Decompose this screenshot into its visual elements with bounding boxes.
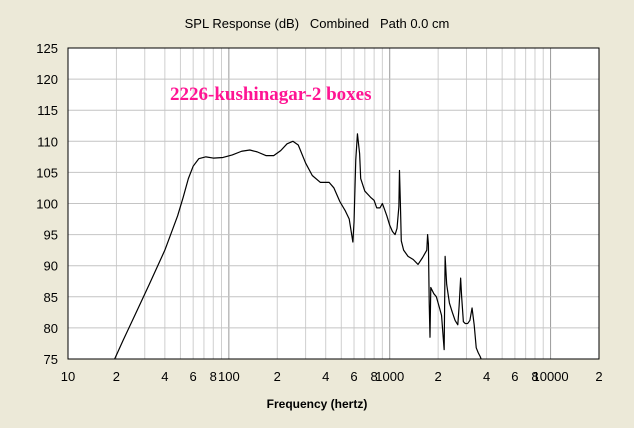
x-tick-label: 1000 <box>375 369 404 384</box>
x-tick-label: 6 <box>350 369 357 384</box>
series-layer <box>114 133 482 360</box>
x-tick-label: 8 <box>371 369 378 384</box>
y-tick-label: 110 <box>37 134 58 149</box>
y-tick-label: 100 <box>36 197 58 212</box>
series-line-1 <box>114 133 482 360</box>
x-tick-label: 8 <box>531 369 538 384</box>
x-tick-label: 2 <box>113 369 120 384</box>
y-tick-label: 125 <box>36 41 58 56</box>
chart-title: SPL Response (dB) Combined Path 0.0 cm <box>184 16 450 31</box>
x-tick-label: 8 <box>210 369 217 384</box>
x-tick-label: 10000 <box>532 369 568 384</box>
y-tick-label: 85 <box>44 290 58 305</box>
x-tick-label: 4 <box>322 369 329 384</box>
x-tick-label: 100 <box>218 369 240 384</box>
x-tick-label: 4 <box>483 369 490 384</box>
grid <box>68 48 599 359</box>
y-tick-label: 95 <box>44 228 58 243</box>
chart-annotation: 2226-kushinagar-2 boxes <box>170 84 372 105</box>
y-tick-label: 80 <box>44 321 58 336</box>
y-axis-ticks: 75 80 85 90 95 100 105 110 115 120 125 <box>36 41 58 367</box>
x-tick-label: 6 <box>190 369 197 384</box>
y-tick-label: 120 <box>36 72 58 87</box>
x-tick-label: 2 <box>274 369 281 384</box>
x-tick-label: 2 <box>435 369 442 384</box>
y-tick-label: 75 <box>44 352 58 367</box>
x-axis-label: Frequency (hertz) <box>266 397 368 411</box>
x-tick-label: 10 <box>61 369 75 384</box>
y-tick-label: 115 <box>37 103 58 118</box>
plot-frame <box>67 47 600 360</box>
x-tick-label: 6 <box>511 369 518 384</box>
y-tick-label: 105 <box>36 165 58 180</box>
x-tick-label: 2 <box>595 369 602 384</box>
x-tick-label: 4 <box>161 369 168 384</box>
y-tick-label: 90 <box>44 259 58 274</box>
